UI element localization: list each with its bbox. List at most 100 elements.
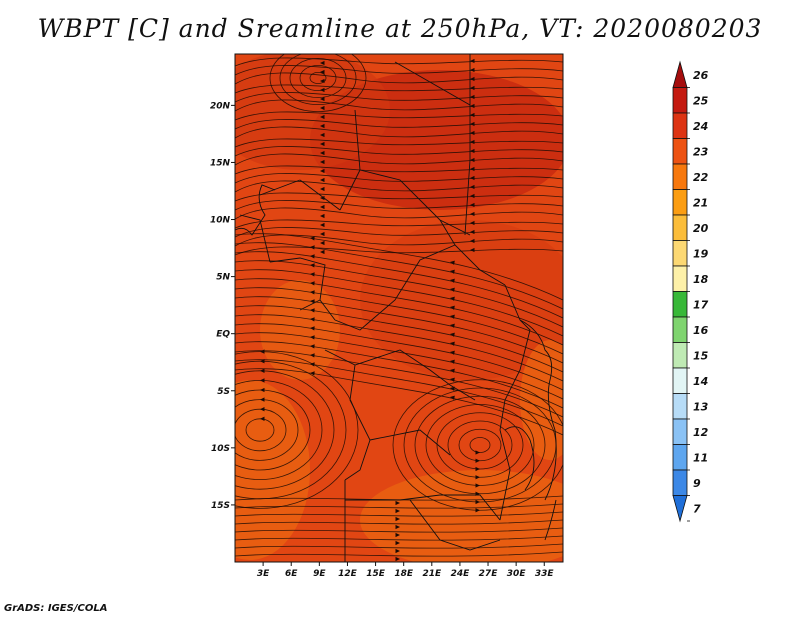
streamline-arrow — [310, 308, 315, 313]
colorbar-swatch — [672, 163, 688, 190]
streamline-arrow — [260, 368, 265, 373]
streamline-arrow — [395, 500, 400, 506]
streamline — [447, 420, 513, 470]
streamline-arrow — [475, 499, 480, 505]
streamline — [289, 58, 347, 98]
colorbar-swatch — [672, 495, 688, 523]
colorbar-label: 24 — [693, 120, 708, 133]
streamline-arrow — [320, 69, 325, 75]
lat-tick-label: 10N — [210, 216, 231, 226]
streamline — [235, 234, 563, 247]
lon-tick-label: 27E — [479, 569, 499, 579]
streamline-arrow — [475, 508, 480, 513]
streamline-arrow — [470, 94, 475, 100]
colorbar-label: 13 — [693, 400, 709, 413]
streamline-arrow — [470, 139, 475, 145]
wbpt-high-region-2 — [360, 220, 563, 380]
streamline-arrow — [310, 236, 315, 241]
streamline — [235, 535, 563, 541]
streamline-arrow — [320, 123, 325, 129]
colorbar-label: 15 — [693, 349, 709, 362]
streamline-arrow — [470, 85, 475, 91]
streamline — [235, 165, 563, 175]
streamline — [235, 119, 563, 130]
streamline-arrow — [475, 475, 480, 480]
streamline-arrow — [260, 359, 265, 364]
streamline-arrow — [395, 548, 400, 554]
streamline — [235, 246, 563, 256]
colorbar-swatch — [672, 316, 688, 343]
streamline-arrow — [320, 168, 325, 174]
streamline-arrow — [470, 148, 475, 154]
streamline-arrow — [320, 222, 325, 228]
streamline — [414, 395, 546, 495]
streamline — [235, 57, 563, 67]
streamlines — [235, 54, 563, 562]
streamline-arrow — [310, 245, 315, 250]
streamline-arrow — [470, 166, 475, 172]
streamline — [235, 84, 563, 94]
streamline-arrow — [450, 278, 455, 283]
streamline — [425, 404, 535, 486]
streamline-arrow — [450, 260, 455, 265]
streamline-arrow — [260, 378, 265, 383]
streamline — [245, 418, 275, 442]
colorbar-swatch — [672, 87, 688, 114]
streamline-arrow — [475, 483, 480, 488]
streamline-arrow — [450, 287, 455, 292]
coastline-west — [235, 184, 276, 236]
streamline-arrow — [320, 96, 325, 102]
chart-title: WBPT [C] and Sreamline at 250hPa, VT: 20… — [37, 14, 763, 43]
streamline-arrow — [310, 344, 315, 349]
streamline — [299, 65, 337, 91]
streamline-arrow — [320, 132, 325, 138]
streamline-arrow — [470, 103, 475, 109]
streamline-arrow — [395, 556, 400, 562]
streamline-arrow — [320, 186, 325, 192]
lat-tick-label: 15S — [211, 501, 230, 511]
streamline-arrow — [260, 397, 265, 402]
streamline-arrow — [395, 540, 400, 546]
streamline — [235, 332, 563, 400]
streamline-arrow — [310, 272, 315, 277]
streamline-arrow — [320, 114, 325, 120]
colorbar-swatch — [672, 189, 688, 216]
streamline — [235, 380, 323, 480]
streamline-arrow — [320, 195, 325, 201]
lat-tick-label: 20N — [210, 101, 231, 111]
streamline — [235, 408, 287, 452]
streamline — [235, 503, 563, 509]
streamline-arrow — [450, 305, 455, 310]
colorbar-swatch — [672, 444, 688, 471]
lon-tick-label: 9E — [313, 569, 326, 579]
country-borders — [239, 54, 557, 562]
streamline — [309, 72, 327, 84]
streamline-arrow — [320, 240, 325, 246]
streamline-arrow — [450, 350, 455, 355]
streamline — [235, 389, 311, 471]
streamline — [235, 543, 563, 549]
colorbar-label: 21 — [693, 196, 708, 209]
streamline — [235, 180, 563, 193]
longitude-axis: 3E 6E 9E 12E 15E 18E 21E 24E 27E 30E 33E — [257, 562, 554, 579]
streamline — [235, 305, 563, 373]
streamline-arrow — [320, 60, 325, 66]
streamline-arrow — [310, 353, 315, 358]
streamline-arrow — [470, 238, 475, 244]
coastline-east — [519, 319, 557, 501]
map-frame — [234, 53, 564, 563]
streamline-arrow — [470, 184, 475, 190]
lat-tick-label: EQ — [216, 330, 230, 340]
streamline-arrow — [260, 349, 265, 354]
streamline-arrow — [395, 532, 400, 538]
colorbar-swatch — [672, 60, 688, 88]
streamline-arrow — [470, 121, 475, 127]
streamline-arrow — [475, 450, 480, 455]
streamline-arrow — [310, 254, 315, 259]
wbpt-high-region — [235, 54, 390, 170]
streamline-arrow — [320, 150, 325, 156]
colorbar-swatch — [672, 342, 688, 369]
colorbar-label: 9 — [693, 477, 701, 490]
streamline-arrow — [470, 157, 475, 163]
